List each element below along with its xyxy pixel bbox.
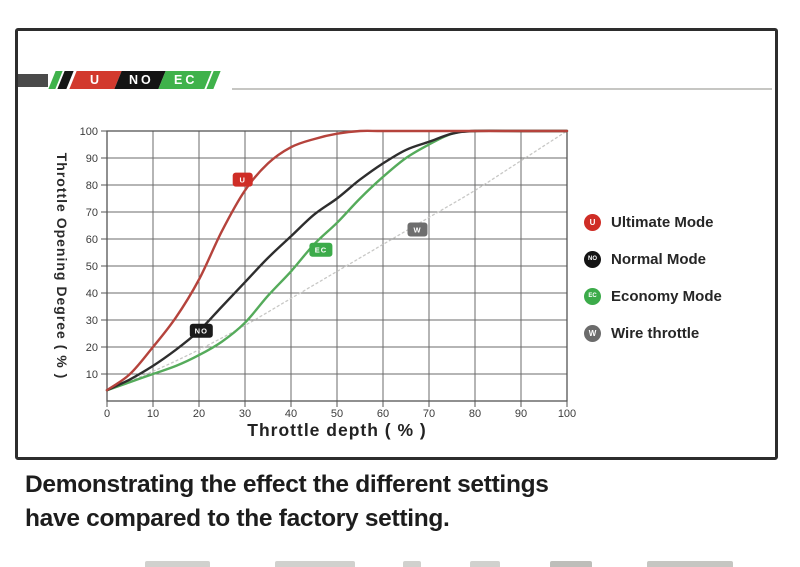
curve-badge-label: EC	[315, 246, 327, 255]
legend-item-ultimate-mode: U Ultimate Mode	[584, 211, 722, 233]
legend-color-icon: W	[584, 324, 601, 342]
legend-item-label: Wire throttle	[611, 324, 700, 342]
y-tick-label: 50	[86, 261, 98, 273]
curve-badge-u	[232, 172, 253, 187]
curve-badge-label: W	[413, 225, 421, 234]
legend-item-wire-throttle: W Wire throttle	[584, 322, 722, 344]
legend-color-icon: NO	[584, 250, 601, 268]
series-wire-throttle	[106, 130, 568, 391]
scan-artifact	[550, 561, 592, 567]
legend-item-label: Normal Mode	[611, 250, 707, 268]
legend-item-label: Economy Mode	[611, 287, 722, 305]
y-tick-label: 20	[86, 342, 98, 354]
curve-badge-no	[189, 323, 213, 338]
caption-line-1: Demonstrating the effect the different s…	[25, 471, 549, 498]
y-tick-label: 70	[86, 207, 98, 219]
x-tick-label: 90	[515, 408, 527, 420]
y-tick-label: 60	[86, 234, 98, 246]
x-tick-label: 20	[193, 408, 205, 420]
logo-gray-bar-icon	[18, 73, 48, 87]
caption-line-2: have compared to the factory setting.	[25, 505, 450, 532]
scan-artifact	[470, 561, 500, 567]
legend-item-label: Ultimate Mode	[611, 213, 714, 231]
logo-underline	[232, 88, 772, 90]
series-ultimate-mode	[105, 129, 569, 392]
x-tick-label: 100	[558, 408, 576, 420]
y-tick-label: 40	[86, 288, 98, 300]
legend-item-normal-mode: NO Normal Mode	[584, 248, 722, 270]
curve-badge-ec	[309, 242, 333, 257]
x-tick-label: 10	[147, 408, 159, 420]
x-tick-label: 0	[104, 408, 110, 420]
series-normal-mode	[105, 129, 569, 392]
x-tick-label: 40	[285, 408, 297, 420]
y-tick-label: 90	[86, 153, 98, 165]
legend: U Ultimate Mode NO Normal Mode EC Economy Mod…	[584, 211, 722, 359]
scan-artifact	[403, 561, 421, 567]
brand-logo-strip: U NO EC	[18, 71, 221, 89]
x-tick-label: 30	[239, 408, 251, 420]
scan-artifact	[647, 561, 733, 567]
x-tick-label: 80	[469, 408, 481, 420]
x-tick-label: 50	[331, 408, 343, 420]
legend-item-economy-mode: EC Economy Mode	[584, 285, 722, 307]
legend-color-icon: U	[584, 213, 601, 231]
y-tick-label: 10	[86, 369, 98, 381]
curve-badge-w	[407, 222, 428, 237]
scan-artifact	[145, 561, 210, 567]
figure-frame	[15, 28, 778, 460]
y-tick-label: 100	[80, 126, 98, 138]
curve-badge-label: U	[239, 175, 245, 184]
x-tick-label: 60	[377, 408, 389, 420]
y-tick-label: 80	[86, 180, 98, 192]
legend-color-icon: EC	[584, 287, 601, 305]
figure-caption: Demonstrating the effect the different s…	[25, 468, 549, 536]
x-axis-title: Throttle depth ( % )	[247, 420, 427, 440]
y-axis-title: Throttle Opening Degree ( % )	[54, 152, 70, 380]
scan-artifact	[275, 561, 355, 567]
curve-badge-label: NO	[195, 327, 208, 336]
y-tick-label: 30	[86, 315, 98, 327]
x-tick-label: 70	[423, 408, 435, 420]
